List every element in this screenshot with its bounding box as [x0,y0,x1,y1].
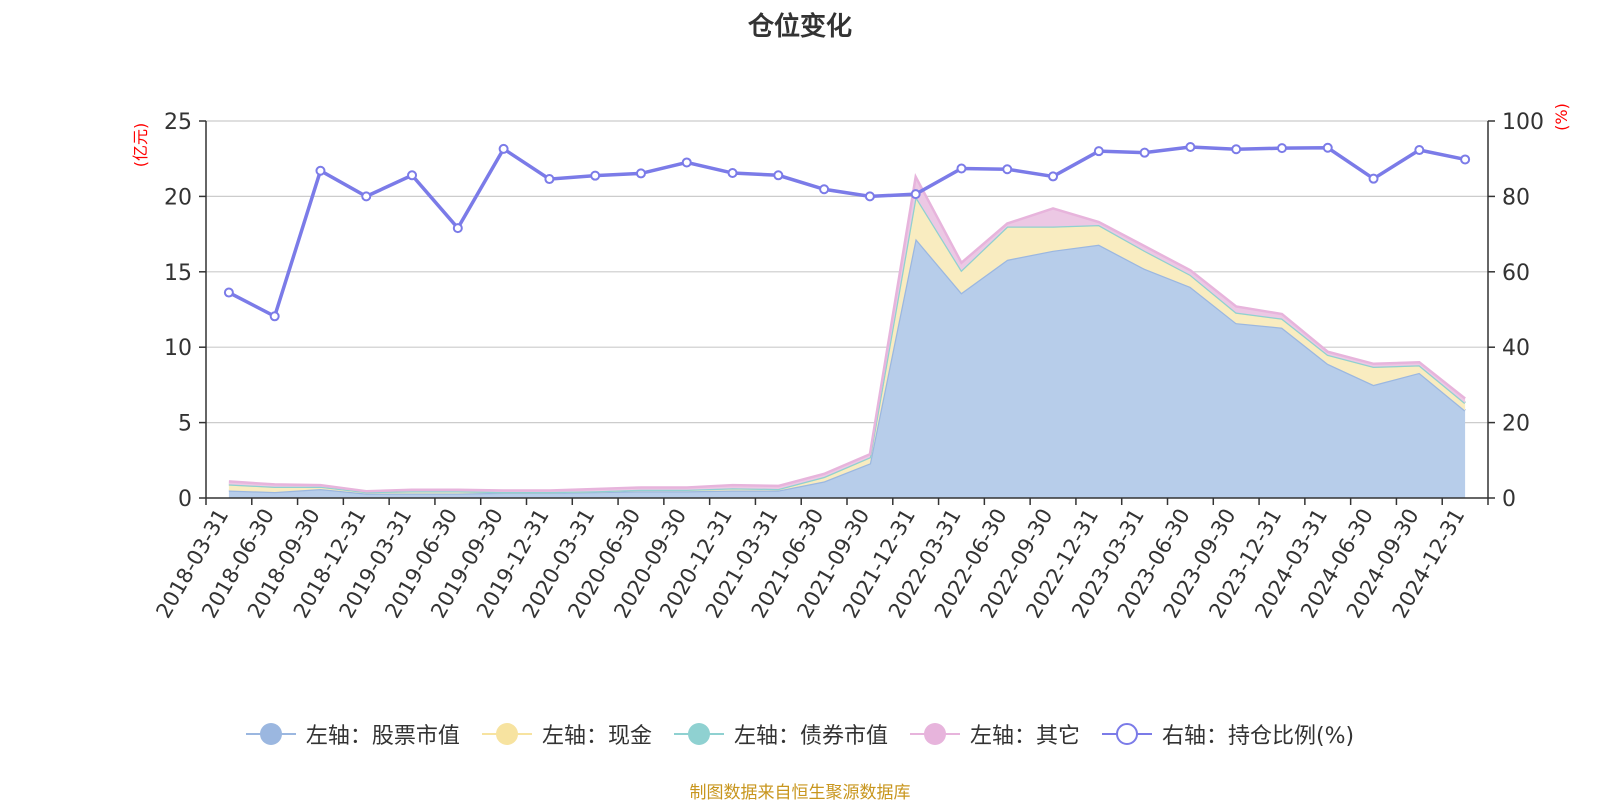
legend: 左轴：股票市值 左轴：现金 左轴：债券市值 左轴：其它 右轴：持仓比例(%) [0,718,1600,750]
legend-item[interactable]: 右轴：持仓比例(%) [1101,718,1355,750]
ratio-point [1093,146,1104,157]
area-edge-左轴：其它 [228,172,1466,493]
right-tick-label: 100 [1502,110,1544,135]
ratio-point [1048,171,1059,182]
legend-item[interactable]: 左轴：债券市值 [673,718,888,750]
ratio-point [1322,142,1333,153]
ratio-point [727,168,738,179]
ratio-point [956,163,967,174]
ratio-point [223,287,234,298]
ratio-point [773,170,784,181]
right-tick-label: 20 [1502,412,1530,437]
legend-label: 左轴：债券市值 [733,724,888,749]
legend-label: 左轴：其它 [969,724,1080,749]
ratio-point [1460,154,1471,165]
legend-item[interactable]: 左轴：现金 [481,718,652,750]
ratio-point [498,143,509,154]
ratio-point [910,189,921,200]
area-左轴：其它 [228,176,1466,492]
ratio-point [1139,147,1150,158]
right-tick-label: 60 [1502,261,1530,286]
ratio-line-series [223,142,1471,322]
ratio-point [544,174,555,185]
ratio-point [864,191,875,202]
ratio-point [681,157,692,168]
ratio-point [1414,145,1425,156]
right-tick-label: 80 [1502,185,1530,210]
source-note: 制图数据来自恒生聚源数据库 [689,783,911,803]
chart-title: 仓位变化 [747,12,852,42]
left-tick-label: 10 [164,336,192,361]
ratio-point [819,184,830,195]
ratio-point [1002,164,1013,175]
ratio-line [228,145,1466,319]
legend-item[interactable]: 左轴：其它 [909,718,1080,750]
legend-swatch [1101,722,1152,746]
ratio-point [361,191,372,202]
left-tick-label: 5 [178,412,192,437]
area-series [228,172,1466,498]
ratio-point [590,170,601,181]
ratio-point [1231,144,1242,155]
left-tick-label: 25 [164,110,192,135]
ratio-point [1185,142,1196,153]
legend-swatch [673,722,724,746]
ratio-point [1276,143,1287,154]
left-tick-label: 0 [178,487,192,512]
legend-swatch [481,722,532,746]
ratio-point [315,165,326,176]
ratio-point [452,223,463,234]
legend-item[interactable]: 左轴：股票市值 [245,718,460,750]
right-axis-unit: (%) [1552,103,1571,131]
area-左轴：股票市值 [228,238,1466,498]
left-tick-label: 20 [164,185,192,210]
area-左轴：现金 [228,196,1466,494]
legend-swatch [245,722,296,746]
ratio-point [269,311,280,322]
left-axis-unit: (亿元) [131,123,150,168]
right-tick-label: 40 [1502,336,1530,361]
ratio-point [1368,173,1379,184]
legend-label: 左轴：现金 [541,724,652,749]
legend-swatch [909,722,960,746]
ratio-point [635,168,646,179]
legend-label: 左轴：股票市值 [305,724,460,749]
legend-label: 右轴：持仓比例(%) [1161,724,1355,749]
ratio-point [407,170,418,181]
left-tick-label: 15 [164,261,192,286]
chart-plot: 05101520250204060801002018-03-312018-06-… [131,103,1571,622]
right-tick-label: 0 [1502,487,1516,512]
